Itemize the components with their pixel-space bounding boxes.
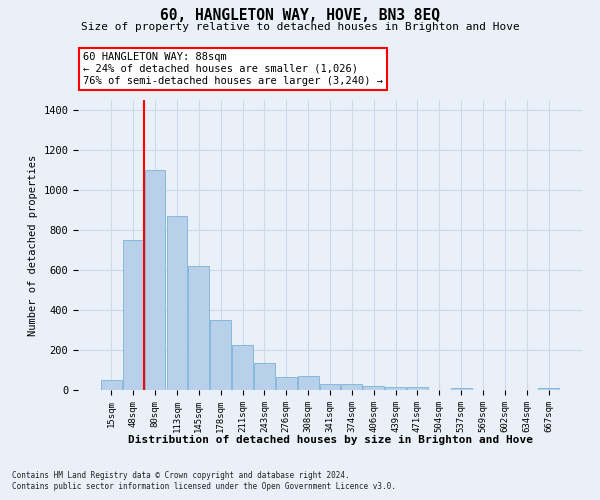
Bar — [254, 363, 275, 390]
Text: Size of property relative to detached houses in Brighton and Hove: Size of property relative to detached ho… — [80, 22, 520, 32]
Bar — [188, 266, 209, 390]
Bar — [232, 345, 253, 390]
Bar — [123, 240, 143, 390]
Text: Contains HM Land Registry data © Crown copyright and database right 2024.: Contains HM Land Registry data © Crown c… — [12, 470, 350, 480]
Text: 60, HANGLETON WAY, HOVE, BN3 8EQ: 60, HANGLETON WAY, HOVE, BN3 8EQ — [160, 8, 440, 22]
Text: 60 HANGLETON WAY: 88sqm
← 24% of detached houses are smaller (1,026)
76% of semi: 60 HANGLETON WAY: 88sqm ← 24% of detache… — [83, 52, 383, 86]
Bar — [167, 216, 187, 390]
Bar — [145, 170, 166, 390]
Bar — [298, 376, 319, 390]
Text: Contains public sector information licensed under the Open Government Licence v3: Contains public sector information licen… — [12, 482, 396, 491]
Text: Distribution of detached houses by size in Brighton and Hove: Distribution of detached houses by size … — [128, 435, 533, 445]
Bar — [451, 388, 472, 390]
Bar — [276, 377, 296, 390]
Bar — [364, 386, 384, 390]
Bar — [341, 384, 362, 390]
Y-axis label: Number of detached properties: Number of detached properties — [28, 154, 38, 336]
Bar — [320, 384, 340, 390]
Bar — [101, 380, 122, 390]
Bar — [385, 387, 406, 390]
Bar — [538, 388, 559, 390]
Bar — [407, 387, 428, 390]
Bar — [210, 320, 231, 390]
